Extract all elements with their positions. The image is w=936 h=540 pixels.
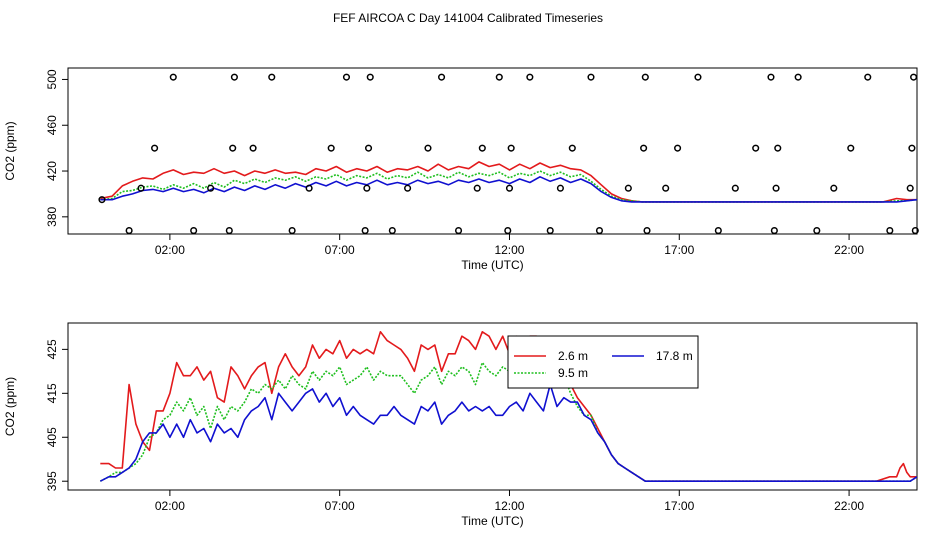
calibration-point [366,73,374,81]
calibration-point [229,144,237,152]
calibration-point [643,227,651,235]
calibration-point [454,227,463,235]
calibration-point [438,73,446,81]
legend-label: 17.8 m [656,349,693,363]
calibration-point [363,184,371,192]
y-tick-label: 415 [45,383,59,403]
calibration-point [813,227,821,235]
legend-box [507,335,699,389]
x-tick-label: 07:00 [325,243,355,257]
calibration-point [230,73,238,81]
series-line-2-6-m [100,161,917,203]
calibration-point [364,144,373,152]
y-tick-label: 500 [45,69,59,89]
calibration-point [911,227,919,235]
calibration-point [910,73,918,81]
y-tick-label: 425 [45,339,59,359]
calibration-point [595,227,604,235]
calibration-point [767,73,775,81]
calibration-point [694,73,702,81]
calibration-point [624,184,632,192]
calibration-point [151,144,159,152]
calibration-point [268,73,276,81]
calibration-point [361,227,369,235]
calibration-point [478,144,486,152]
calibration-point [641,73,649,81]
calibration-point [568,144,576,152]
y-tick-label: 405 [45,427,59,447]
calibration-point [886,227,894,235]
y-tick-label: 395 [45,471,59,491]
calibration-point [731,184,739,192]
plot-frame [67,322,918,491]
calibration-point [504,227,512,235]
x-axis-label: Time (UTC) [461,258,523,272]
calibration-point [507,144,515,152]
calibration-point [249,144,257,152]
calibration-point [305,184,313,192]
legend-label: 2.6 m [558,349,588,363]
calibration-point [327,144,335,152]
x-tick-label: 07:00 [325,499,355,513]
calibration-point [505,184,514,192]
legend-label: 9.5 m [558,366,588,380]
y-tick-label: 380 [45,206,59,226]
calibration-point [906,184,914,192]
calibration-point [640,144,648,152]
plot-frame [67,67,918,235]
bottom-panel: 02:00 07:00 12:00 17:00 22:00 395 405 415 425 Tim… [3,322,918,528]
x-tick-label: 22:00 [834,499,864,513]
calibration-point [714,227,722,235]
calibration-point [546,227,554,235]
series-line-9-5-m [100,170,917,203]
y-tick-label: 420 [45,161,59,181]
top-panel: 02:00 07:00 12:00 17:00 22:00 380 420 460 500 Tim… [3,67,919,272]
y-axis-label: CO2 (ppm) [3,121,17,180]
x-tick-label: 22:00 [834,243,864,257]
calibration-point [770,227,778,235]
x-tick-label: 17:00 [664,243,694,257]
x-tick-label: 17:00 [664,499,694,513]
calibration-point [388,227,396,235]
calibration-point [495,73,503,81]
calibration-point [404,184,412,192]
calibration-point [225,227,233,235]
x-axis-label: Time (UTC) [461,514,523,528]
calibration-point [190,227,198,235]
calibration-point [864,73,872,81]
calibration-point [674,144,682,152]
x-tick-label: 02:00 [155,499,185,513]
calibration-point [662,184,670,192]
figure-title: FEF AIRCOA C Day 141004 Calibrated Times… [333,11,603,25]
calibration-point [137,184,145,192]
calibration-point [207,184,215,192]
calibration-point [830,184,838,192]
x-tick-label: 12:00 [494,243,524,257]
legend: 2.6 m 17.8 m 9.5 m [507,335,699,389]
calibration-point [908,144,916,152]
calibration-point [98,196,106,204]
series-line-17-8-m [100,176,917,203]
calibration-point [847,144,855,152]
calibration-point [288,227,296,235]
calibration-point [794,73,802,81]
y-tick-label: 460 [45,115,59,135]
y-axis-label: CO2 (ppm) [3,377,17,436]
calibration-point [342,73,351,81]
calibration-point [774,144,782,152]
series-line-17-8-m [99,383,917,483]
x-tick-label: 02:00 [155,243,185,257]
calibration-point [587,73,595,81]
calibration-point [473,184,481,192]
calibration-point [169,73,177,81]
calibration-point [752,144,760,152]
calibration-point [125,227,133,235]
calibration-point [556,184,564,192]
calibration-point [424,144,432,152]
x-tick-label: 12:00 [494,499,524,513]
calibration-point [772,184,780,192]
calibration-point [526,73,534,81]
